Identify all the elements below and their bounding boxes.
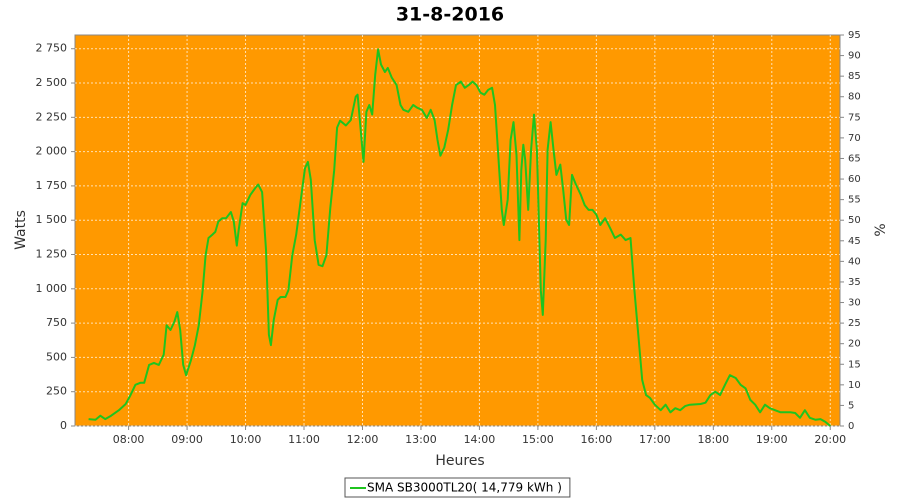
series-line (88, 48, 831, 427)
y-tick-label: 1 750 (36, 179, 68, 192)
y-tick-label: 2 500 (36, 76, 68, 89)
x-tick-label: 20:00 (814, 433, 846, 446)
y-tick-label: 2 750 (36, 42, 68, 55)
y-tick-label: 1 500 (36, 213, 68, 226)
x-tick-label: 10:00 (230, 433, 262, 446)
y2-tick-label: 80 (848, 92, 861, 103)
x-tick-label: 11:00 (288, 433, 320, 446)
x-tick-label: 08:00 (113, 433, 145, 446)
x-tick-label: 12:00 (347, 433, 379, 446)
y2-tick-label: 95 (848, 30, 861, 41)
y2-tick-label: 0 (848, 421, 854, 432)
legend-label: SMA SB3000TL20( 14,779 kWh ) (367, 481, 562, 495)
y2-tick-label: 15 (848, 359, 861, 370)
legend-box (344, 477, 571, 498)
y2-tick-label: 5 (848, 400, 854, 411)
y2-tick-label: 45 (848, 236, 861, 247)
y-tick-label: 1 000 (36, 282, 68, 295)
x-tick-label: 09:00 (171, 433, 203, 446)
y2-tick-label: 90 (848, 51, 861, 62)
y2-tick-label: 20 (848, 339, 861, 350)
y2-tick-label: 10 (848, 380, 861, 391)
y2-tick-label: 25 (848, 318, 861, 329)
x-tick-label: 14:00 (464, 433, 496, 446)
y-tick-label: 250 (46, 385, 67, 398)
y-tick-label: 500 (46, 350, 67, 363)
y2-tick-label: 35 (848, 277, 861, 288)
y2-tick-label: 65 (848, 153, 861, 164)
y-tick-label: 750 (46, 316, 67, 329)
y-tick-label: 2 250 (36, 110, 68, 123)
y-tick-label: 1 250 (36, 248, 68, 261)
y2-tick-label: 30 (848, 298, 861, 309)
x-tick-label: 19:00 (756, 433, 788, 446)
y2-tick-label: 60 (848, 174, 861, 185)
x-tick-label: 17:00 (639, 433, 671, 446)
plot-area (74, 34, 841, 427)
y2-tick-label: 50 (848, 215, 861, 226)
chart-title: 31-8-2016 (396, 4, 504, 26)
y-axis-title: Watts (13, 210, 29, 250)
legend: SMA SB3000TL20( 14,779 kWh ) (344, 477, 571, 498)
x-axis-title: Heures (435, 453, 484, 469)
y-tick-label: 0 (60, 419, 67, 432)
y-tick-label: 2 000 (36, 145, 68, 158)
y2-axis-title: % (873, 223, 889, 236)
x-tick-label: 18:00 (697, 433, 729, 446)
x-tick-label: 16:00 (581, 433, 613, 446)
x-tick-label: 15:00 (522, 433, 554, 446)
y2-tick-label: 70 (848, 133, 861, 144)
y2-tick-label: 55 (848, 195, 861, 206)
y2-tick-label: 85 (848, 71, 861, 82)
x-tick-label: 13:00 (405, 433, 437, 446)
y2-tick-label: 75 (848, 112, 861, 123)
y2-tick-label: 40 (848, 256, 861, 267)
